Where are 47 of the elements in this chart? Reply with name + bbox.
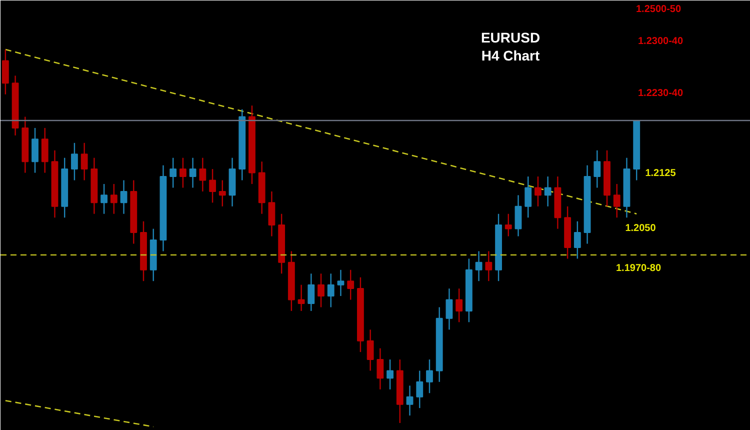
candlestick [426, 358, 433, 394]
candlestick [298, 284, 305, 312]
candlestick [366, 329, 374, 372]
candlestick [574, 220, 581, 260]
candlestick [376, 348, 384, 390]
candlestick [179, 157, 186, 188]
candlestick [416, 370, 424, 409]
candlestick [485, 250, 492, 282]
annotation: 1.1970-80 [616, 263, 662, 274]
candlestick [318, 273, 324, 308]
candlestick [524, 176, 532, 218]
candlestick [337, 269, 344, 297]
candlestick [100, 183, 108, 214]
candlestick [268, 190, 276, 237]
candlestick [120, 180, 128, 214]
annotation: 1.2050 [625, 223, 656, 234]
text: 1.2500-50 [636, 4, 682, 15]
candlestick [406, 385, 414, 416]
candlestick [514, 194, 522, 237]
annotation: 1.2230-40 [638, 88, 684, 99]
candlestick [534, 176, 542, 207]
chart-subtitle: H4 Chart [481, 48, 540, 64]
candlestick [209, 168, 216, 204]
candlestick [189, 157, 196, 188]
candlestick [71, 142, 78, 181]
candlestick [613, 183, 620, 218]
candlestick [308, 273, 315, 312]
candlestick [110, 183, 118, 214]
candlestick [456, 288, 463, 323]
text: 1.2300-40 [638, 36, 684, 47]
candlestick [170, 157, 177, 188]
candlestick [218, 180, 226, 207]
candlestick [32, 127, 38, 174]
candlestick [347, 269, 354, 300]
candlestick [80, 142, 88, 181]
candlestick [446, 288, 453, 330]
candlestick [386, 358, 394, 390]
candlestick [594, 150, 601, 188]
candlestick [199, 157, 206, 192]
candlestick [41, 127, 48, 174]
chart-title: EURUSD [480, 30, 540, 46]
text: 1.2125 [645, 168, 676, 179]
candlestick [475, 250, 482, 282]
candlestick [504, 213, 512, 237]
candlestick [2, 48, 9, 95]
candlestick [327, 273, 334, 308]
candlestick [544, 176, 552, 207]
